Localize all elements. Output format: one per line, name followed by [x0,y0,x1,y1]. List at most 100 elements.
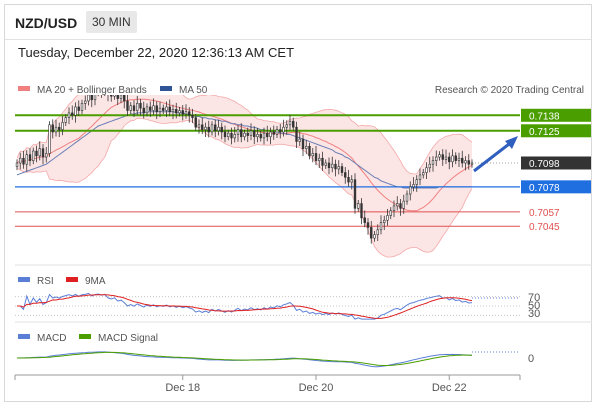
price-level-tag [521,180,591,194]
candle-body [363,217,366,223]
candle-body [227,132,230,138]
candle-body [256,134,259,138]
candle-body [373,234,376,239]
x-tick-label: Dec 22 [432,382,467,394]
forecast-arrow [473,139,514,173]
candle-body [301,138,305,149]
candle-body [311,153,314,157]
candle-body [64,117,67,123]
macd-signal-legend-swatch [79,334,91,339]
candle-body [272,131,275,135]
price-level-tag [521,108,591,122]
candle-body [337,166,340,170]
candle-body [129,105,132,111]
candle-body [308,145,311,157]
symbol-title: NZD/USD [15,15,78,31]
price-level-label: 0.7045 [529,222,560,233]
candle-body [334,163,337,170]
candle-body [15,162,19,167]
candle-body [415,179,418,185]
macd-signal-legend-label: MACD Signal [98,333,158,344]
candle-body [162,107,165,111]
candle-body [90,95,93,101]
candle-body [405,193,409,202]
candle-body [292,120,295,128]
rsi-tick-label: 70 [528,292,540,304]
bollinger-upper-line [16,95,473,175]
rsi-tick-label: 50 [528,300,540,312]
candle-body [41,148,45,158]
candle-body [269,131,272,138]
candle-body [298,138,301,142]
candle-body [25,154,28,165]
candle-body [331,163,334,169]
x-tick-label: Dec 20 [299,382,334,394]
candle-body [165,106,168,111]
candle-body [386,215,389,221]
candle-body [136,103,139,111]
candle-body [451,155,454,163]
macd-signal-line [17,351,472,366]
rsi-ma-legend-swatch [66,277,78,282]
candle-body [230,132,233,139]
candle-body [444,156,448,160]
candle-body [184,111,188,115]
candle-body [223,131,227,138]
rsi-ma-line [17,294,473,319]
chart-datetime: Tuesday, December 22, 2020 12:36:13 AM C… [18,45,295,60]
candle-body [77,106,80,111]
candle-body [470,162,474,165]
candle-body [210,124,214,133]
candle-body [220,126,223,133]
macd-legend-swatch [18,334,30,339]
timeframe-badge[interactable]: 30 MIN [86,11,137,33]
candle-body [370,227,373,239]
candle-body [58,126,61,130]
candle-body [340,166,344,173]
candle-body [45,153,48,158]
candle-body [240,129,243,138]
candle-body [145,106,149,114]
candle-body [409,186,412,195]
candle-body [360,203,363,219]
candle-body [71,112,74,116]
research-credit: Research © 2020 Trading Central [435,85,584,96]
candle-body [425,167,428,173]
candle-body [201,124,204,130]
candle-body [207,126,210,133]
candle-body [233,134,236,139]
candle-body [158,107,162,113]
candle-body [123,95,126,102]
ma50-legend-label: MA 50 [179,85,208,96]
candle-body [155,105,158,113]
candle-body [197,124,201,128]
price-level-tag [521,156,591,170]
candle-body [457,157,461,161]
bollinger-legend-swatch [18,86,30,91]
rsi-legend-label: RSI [37,276,54,287]
candle-body [67,112,71,118]
candle-body [175,109,178,114]
candle-body [285,124,288,128]
candle-body [389,210,392,216]
bollinger-band [17,95,472,258]
candle-body [366,222,370,228]
candle-body [279,129,282,133]
candle-body [431,160,435,165]
candle-body [262,132,266,139]
candle-body [305,145,308,149]
candle-body [236,129,240,135]
forecast-arrow-head [505,136,518,149]
candle-body [214,124,217,132]
ma50-legend-swatch [160,86,172,91]
candle-body [357,203,360,209]
candle-body [461,157,464,164]
candle-body [119,95,123,99]
candle-body [168,106,171,113]
candle-body [379,222,383,231]
candle-body [464,160,467,164]
candle-body [51,124,54,133]
rsi-ma-legend-label: 9MA [85,276,106,287]
candle-body [402,200,405,209]
